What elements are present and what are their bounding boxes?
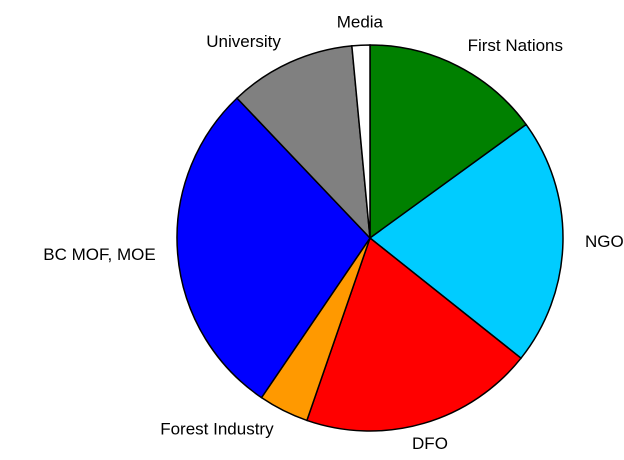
- slice-label: DFO: [412, 434, 448, 453]
- pie-slice: [176, 97, 371, 399]
- slice-label: Media: [337, 13, 384, 32]
- slice-label: BC MOF, MOE: [43, 245, 155, 264]
- pie-slice: [305, 236, 523, 432]
- slice-label: First Nations: [468, 36, 563, 55]
- pie-slice: [351, 44, 371, 239]
- pie-slice: [368, 123, 564, 360]
- slice-label: NGO: [585, 232, 624, 251]
- pie-slice: [369, 44, 528, 240]
- pie-slice: [235, 45, 371, 241]
- slice-label: Forest Industry: [160, 420, 274, 439]
- slice-label: University: [206, 32, 281, 51]
